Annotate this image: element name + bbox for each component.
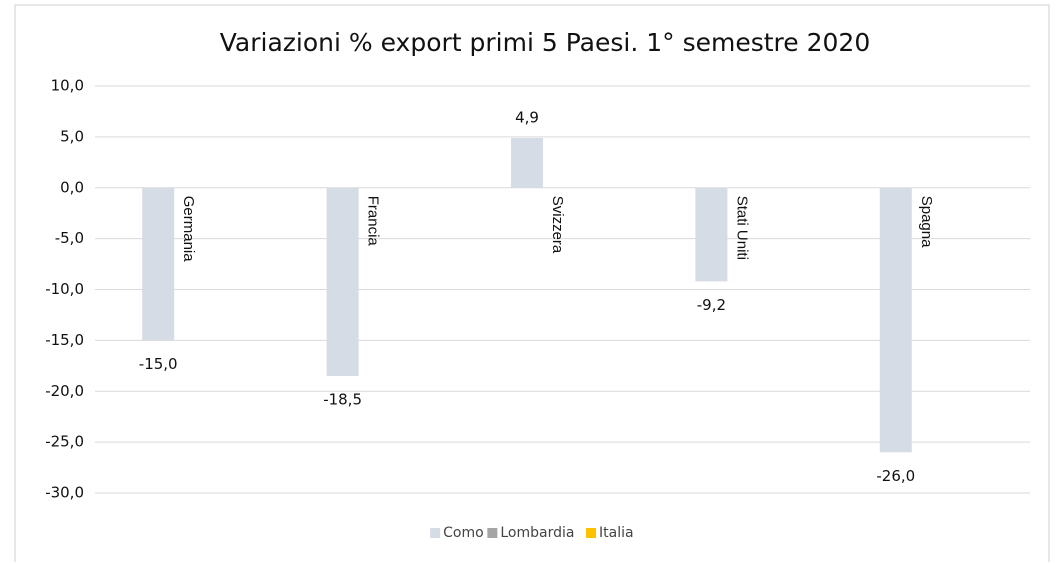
bar	[142, 187, 175, 341]
legend-label: Italia	[599, 525, 634, 541]
x-tick-label: Spagna	[918, 196, 935, 248]
legend-label: Como	[443, 525, 484, 541]
data-label: -26,0	[876, 467, 915, 485]
y-tick-label: 0,0	[60, 178, 84, 196]
bar	[511, 137, 543, 188]
legend-swatch	[586, 528, 597, 538]
chart-title: Variazioni % export primi 5 Paesi. 1° se…	[220, 28, 870, 57]
y-tick-label: -20,0	[45, 382, 84, 400]
x-tick-label: Francia	[365, 196, 382, 247]
y-tick-label: -30,0	[45, 484, 84, 502]
bar	[326, 187, 359, 376]
x-tick-label: Germania	[180, 196, 197, 263]
legend-swatch	[487, 528, 498, 538]
y-tick-label: -10,0	[45, 280, 84, 298]
legend-swatch	[430, 528, 441, 538]
y-tick-label: -25,0	[45, 433, 84, 451]
bar	[879, 187, 912, 453]
data-label: -18,5	[323, 390, 362, 408]
y-tick-label: 5,0	[60, 127, 84, 145]
x-tick-label: Stati Uniti	[733, 196, 750, 260]
data-label: 4,9	[515, 108, 539, 126]
bar	[695, 187, 728, 282]
y-tick-label: 10,0	[51, 77, 84, 95]
data-label: -9,2	[697, 296, 726, 314]
y-tick-label: -5,0	[55, 229, 84, 247]
x-tick-label: Svizzera	[549, 196, 566, 254]
y-tick-label: -15,0	[45, 331, 84, 349]
data-label: -15,0	[139, 355, 178, 373]
legend-label: Lombardia	[500, 525, 574, 541]
chart-frame	[14, 4, 1050, 566]
